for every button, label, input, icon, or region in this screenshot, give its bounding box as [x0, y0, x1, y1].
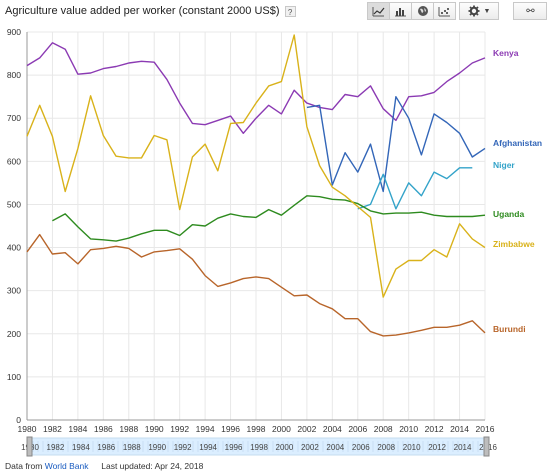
y-tick-label: 100	[7, 372, 21, 382]
y-tick-label: 0	[16, 415, 21, 425]
y-tick-label: 900	[7, 27, 21, 37]
settings-button[interactable]: ▼	[459, 2, 499, 20]
series-label-niger: Niger	[493, 160, 515, 170]
x-tick-label: 2016	[476, 424, 495, 434]
bar-chart-icon	[395, 7, 406, 16]
timeline-tick-label: 1990	[148, 443, 166, 452]
y-tick-label: 700	[7, 113, 21, 123]
scatter-chart-button[interactable]	[433, 2, 456, 20]
x-tick-label: 2004	[323, 424, 342, 434]
timeline-slider: 1980198219841986198819901992199419961998…	[21, 436, 497, 457]
x-tick-label: 1980	[18, 424, 37, 434]
series-label-uganda: Uganda	[493, 209, 524, 219]
y-tick-label: 200	[7, 329, 21, 339]
x-tick-label: 2014	[450, 424, 469, 434]
line-chart-icon	[372, 6, 385, 16]
x-tick-label: 2010	[399, 424, 418, 434]
series-line-afghanistan	[306, 95, 486, 193]
x-tick-label: 1984	[68, 424, 87, 434]
timeline-tick-label: 2002	[301, 443, 319, 452]
series-label-afghanistan: Afghanistan	[493, 138, 542, 148]
x-tick-label: 2002	[297, 424, 316, 434]
timeline-handle-right[interactable]	[483, 436, 490, 457]
series-line-uganda	[52, 195, 486, 242]
y-tick-label: 600	[7, 156, 21, 166]
chart-title: Agriculture value added per worker (cons…	[5, 5, 296, 17]
timeline-tick-label: 1992	[174, 443, 192, 452]
x-tick-label: 2000	[272, 424, 291, 434]
link-button[interactable]: ⚯	[513, 2, 547, 20]
timeline-tick-label: 1986	[97, 443, 115, 452]
y-tick-label: 400	[7, 243, 21, 253]
series-line-kenya	[26, 42, 486, 135]
chart-type-toolbar	[367, 2, 456, 20]
x-tick-label: 2006	[348, 424, 367, 434]
timeline-tick-label: 2006	[352, 443, 370, 452]
y-tick-label: 300	[7, 286, 21, 296]
footer: Data from World Bank Last updated: Apr 2…	[5, 461, 203, 471]
y-tick-label: 800	[7, 70, 21, 80]
timeline-tick-label: 2000	[276, 443, 294, 452]
map-chart-button[interactable]	[411, 2, 434, 20]
x-tick-label: 1992	[170, 424, 189, 434]
footer-prefix: Data from	[5, 461, 43, 471]
x-tick-label: 1986	[94, 424, 113, 434]
series-line-niger	[357, 167, 473, 210]
timeline-tick-label: 1994	[199, 443, 217, 452]
source-link[interactable]: World Bank	[44, 461, 89, 471]
globe-icon	[417, 6, 428, 16]
link-icon: ⚯	[526, 5, 534, 17]
series-lines	[26, 34, 486, 337]
series-labels: Kenya Afghanistan Niger Uganda Zimbabwe Burun…	[493, 48, 542, 334]
help-icon[interactable]: ?	[284, 5, 296, 17]
series-label-burundi: Burundi	[493, 324, 526, 334]
timeline-tick-label: 2012	[428, 443, 446, 452]
x-tick-label: 1996	[221, 424, 240, 434]
x-tick-label: 1982	[43, 424, 62, 434]
scatter-chart-icon	[438, 6, 450, 16]
x-tick-label: 1994	[196, 424, 215, 434]
x-tick-label: 2008	[374, 424, 393, 434]
timeline-tick-label: 2008	[377, 443, 395, 452]
timeline-tick-label: 2010	[403, 443, 421, 452]
timeline-tick-label: 1996	[225, 443, 243, 452]
timeline-tick-label: 2014	[454, 443, 472, 452]
timeline-tick-label: 1988	[123, 443, 141, 452]
chart-title-text: Agriculture value added per worker (cons…	[5, 5, 280, 17]
y-tick-label: 500	[7, 199, 21, 209]
series-label-zimbabwe: Zimbabwe	[493, 239, 535, 249]
x-tick-label: 1988	[119, 424, 138, 434]
bar-chart-button[interactable]	[389, 2, 412, 20]
axes: 0 100 200 300 400 500 600 700 800 900 1980 1982 1984…	[7, 27, 495, 434]
grid-lines	[26, 31, 486, 421]
timeline-tick-label: 2004	[326, 443, 344, 452]
timeline-tick-label: 1984	[72, 443, 90, 452]
timeline-tick-label: 1998	[250, 443, 268, 452]
series-line-burundi	[26, 233, 486, 337]
gear-icon	[468, 5, 480, 17]
timeline-tick-label: 1982	[47, 443, 65, 452]
x-tick-label: 1990	[145, 424, 164, 434]
chevron-down-icon: ▼	[483, 7, 491, 15]
series-label-kenya: Kenya	[493, 48, 519, 58]
last-updated: Last updated: Apr 24, 2018	[101, 461, 204, 471]
x-tick-label: 1998	[247, 424, 266, 434]
x-tick-label: 2012	[425, 424, 444, 434]
timeline-handle-left[interactable]	[26, 436, 33, 457]
series-line-zimbabwe	[26, 34, 486, 298]
